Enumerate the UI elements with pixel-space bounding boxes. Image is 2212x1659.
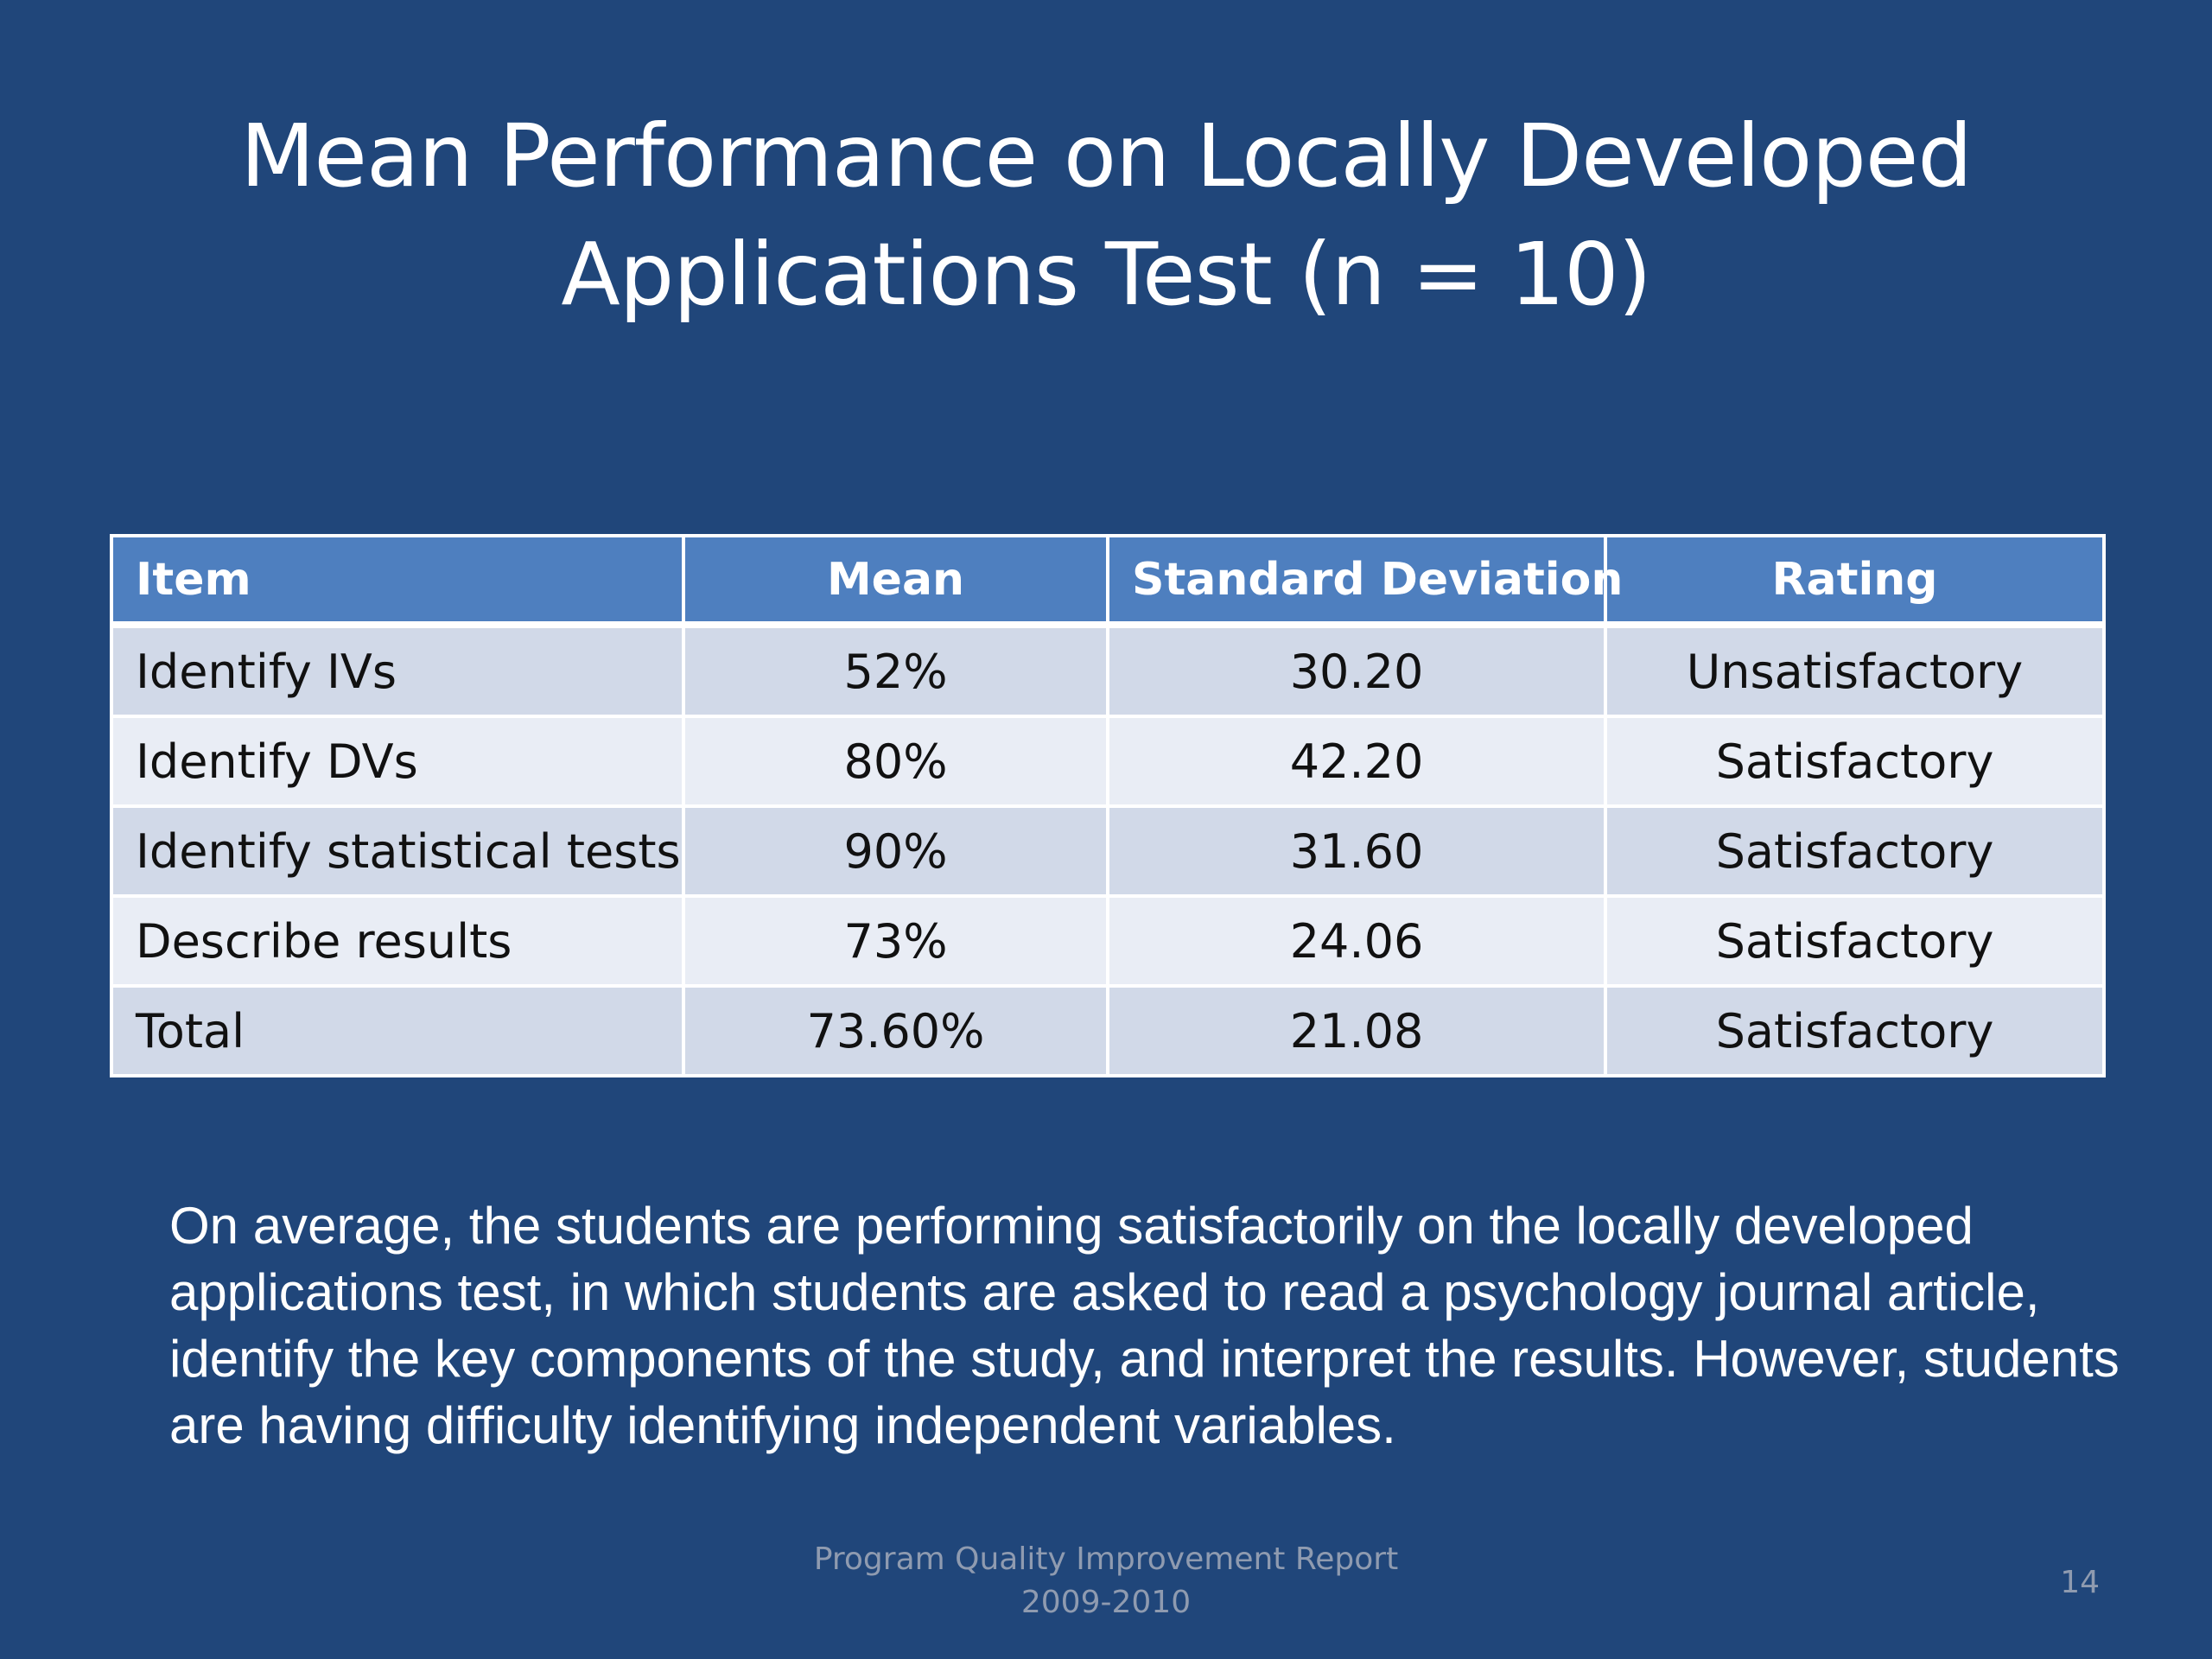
cell-item: Total [110,984,685,1077]
header-mean: Mean [682,534,1109,628]
table-row: Total 73.60% 21.08 Satisfactory [110,984,2106,1077]
page-number: 14 [2060,1565,2100,1600]
cell-mean: 73.60% [682,984,1109,1077]
header-standard-deviation: Standard Deviation [1106,534,1623,628]
footer: Program Quality Improvement Report 2009-… [760,1538,1452,1624]
table-row: Identify IVs 52% 30.20 Unsatisfactory [110,623,2106,718]
slide-title-line-1: Mean Performance on Locally Developed [240,105,1973,207]
cell-item: Identify statistical tests [110,804,685,898]
cell-rating: Satisfactory [1604,984,2106,1077]
cell-rating: Satisfactory [1604,715,2106,808]
cell-standard-deviation: 21.08 [1106,984,1607,1077]
table-row: Identify statistical tests 90% 31.60 Sat… [110,804,2106,898]
cell-rating: Unsatisfactory [1604,623,2106,718]
footer-year-range: 2009-2010 [1020,1585,1192,1620]
cell-rating: Satisfactory [1604,894,2106,988]
cell-item: Describe results [110,894,685,988]
cell-standard-deviation: 42.20 [1106,715,1607,808]
slide-title-line-2: Applications Test (n = 10) [561,224,1651,325]
header-rating: Rating [1604,534,2106,628]
cell-standard-deviation: 31.60 [1106,804,1607,898]
footer-report-title: Program Quality Improvement Report [813,1541,1399,1577]
table-header-row: Item Mean Standard Deviation Rating [110,534,2106,628]
table-row: Describe results 73% 24.06 Satisfactory [110,894,2106,988]
header-item: Item [110,534,685,628]
cell-standard-deviation: 30.20 [1106,623,1607,718]
summary-text: On average, the students are performing … [169,1197,2120,1454]
cell-rating: Satisfactory [1604,804,2106,898]
slide-title: Mean Performance on Locally Developed Ap… [156,97,2056,334]
cell-mean: 80% [682,715,1109,808]
cell-item: Identify IVs [110,623,685,718]
table-row: Identify DVs 80% 42.20 Satisfactory [110,715,2106,808]
cell-mean: 90% [682,804,1109,898]
performance-table: Item Mean Standard Deviation Rating Iden… [110,534,2106,1077]
cell-mean: 73% [682,894,1109,988]
cell-standard-deviation: 24.06 [1106,894,1607,988]
cell-item: Identify DVs [110,715,685,808]
cell-mean: 52% [682,623,1109,718]
